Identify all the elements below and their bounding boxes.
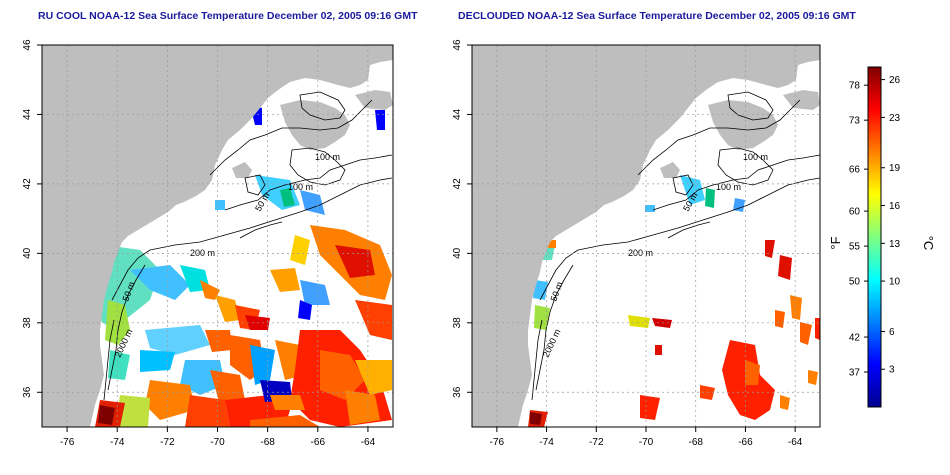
right-land (472, 45, 820, 427)
fahrenheit-tick-label-7: 37 (849, 368, 861, 379)
left-sst-overlay (95, 105, 392, 427)
contour-label-200m: 200 m (190, 248, 215, 258)
right-lat-label-1: 38 (452, 317, 463, 329)
left-lon-label-4: -68 (260, 437, 275, 448)
right-contour-label-200m: 200 m (628, 248, 653, 258)
right-lon-label-6: -64 (788, 437, 803, 448)
right-lat-label-3: 42 (452, 178, 463, 190)
colorbar-gradient (867, 66, 882, 408)
contour-label-100m-east: 100 m (288, 182, 313, 192)
fahrenheit-tick-label-6: 42 (849, 333, 861, 344)
fahrenheit-tick-label-3: 60 (849, 207, 861, 218)
celsius-tick-label-7: 3 (889, 365, 895, 376)
left-lon-label-1: -74 (110, 437, 125, 448)
left-lon-label-2: -72 (160, 437, 175, 448)
fahrenheit-unit-label: °F (828, 236, 843, 249)
celsius-tick-label-6: 6 (889, 327, 895, 338)
left-lon-label-6: -64 (361, 437, 376, 448)
right-lat-label-2: 40 (452, 247, 463, 259)
fahrenheit-tick-label-2: 66 (849, 165, 861, 176)
celsius-tick-label-1: 23 (889, 113, 901, 124)
left-map-panel: 100 m 100 m 50 m 200 m 50 m 2000 m -76 -7… (22, 39, 394, 448)
right-panel-title: DECLOUDED NOAA-12 Sea Surface Temperatur… (458, 10, 856, 22)
left-lon-label-0: -76 (60, 437, 75, 448)
right-lon-label-3: -70 (639, 437, 654, 448)
left-lon-ticks: -76 -74 -72 -70 -68 -66 -64 (60, 427, 376, 448)
left-lon-label-5: -66 (311, 437, 326, 448)
right-map-panel: 100 m 100 m 50 m 200 m 50 m 2000 m -76 -7… (452, 39, 821, 448)
celsius-tick-label-2: 19 (889, 163, 901, 174)
left-lat-label-4: 44 (22, 108, 33, 120)
fahrenheit-tick-label-4: 55 (849, 242, 861, 253)
right-lat-label-4: 44 (452, 108, 463, 120)
celsius-unit-label: °C (921, 236, 936, 251)
contour-label-100m-north: 100 m (315, 152, 340, 162)
right-lon-label-1: -74 (539, 437, 554, 448)
right-lat-ticks: 36 38 40 42 44 46 (452, 39, 472, 398)
left-lat-label-3: 42 (22, 178, 33, 190)
right-lon-label-4: -68 (688, 437, 703, 448)
right-contour-label-100m-north: 100 m (743, 152, 768, 162)
colorbar: 78 73 66 60 55 50 42 37 26 23 19 16 13 10 6 3 °F °C (828, 66, 936, 408)
celsius-tick-label-3: 16 (889, 201, 901, 212)
colorbar-celsius-ticks: 26 23 19 16 13 10 6 3 (881, 75, 901, 376)
celsius-tick-label-5: 10 (889, 277, 901, 288)
left-lat-ticks: 36 38 40 42 44 46 (22, 39, 42, 398)
right-contour-label-100m-east: 100 m (716, 182, 741, 192)
left-lat-label-2: 40 (22, 247, 33, 259)
right-sst-overlay (528, 175, 820, 427)
fahrenheit-tick-label-0: 78 (849, 81, 861, 92)
colorbar-fahrenheit-ticks: 78 73 66 60 55 50 42 37 (849, 81, 868, 379)
right-lon-ticks: -76 -74 -72 -70 -68 -66 -64 (490, 427, 803, 448)
fahrenheit-tick-label-1: 73 (849, 116, 861, 127)
right-lat-label-5: 46 (452, 39, 463, 51)
left-lat-label-5: 46 (22, 39, 33, 51)
left-panel-title: RU COOL NOAA-12 Sea Surface Temperature … (38, 10, 418, 22)
right-lon-label-0: -76 (490, 437, 505, 448)
right-lon-label-2: -72 (589, 437, 604, 448)
right-lat-label-0: 36 (452, 386, 463, 398)
left-lat-label-0: 36 (22, 386, 33, 398)
left-grid (42, 45, 393, 427)
left-land (42, 45, 393, 427)
fahrenheit-tick-label-5: 50 (849, 277, 861, 288)
left-lat-label-1: 38 (22, 317, 33, 329)
left-lon-label-3: -70 (210, 437, 225, 448)
celsius-tick-label-0: 26 (889, 75, 901, 86)
right-contours (531, 91, 820, 401)
celsius-tick-label-4: 13 (889, 239, 901, 250)
right-grid (472, 45, 820, 427)
right-lon-label-5: -66 (738, 437, 753, 448)
